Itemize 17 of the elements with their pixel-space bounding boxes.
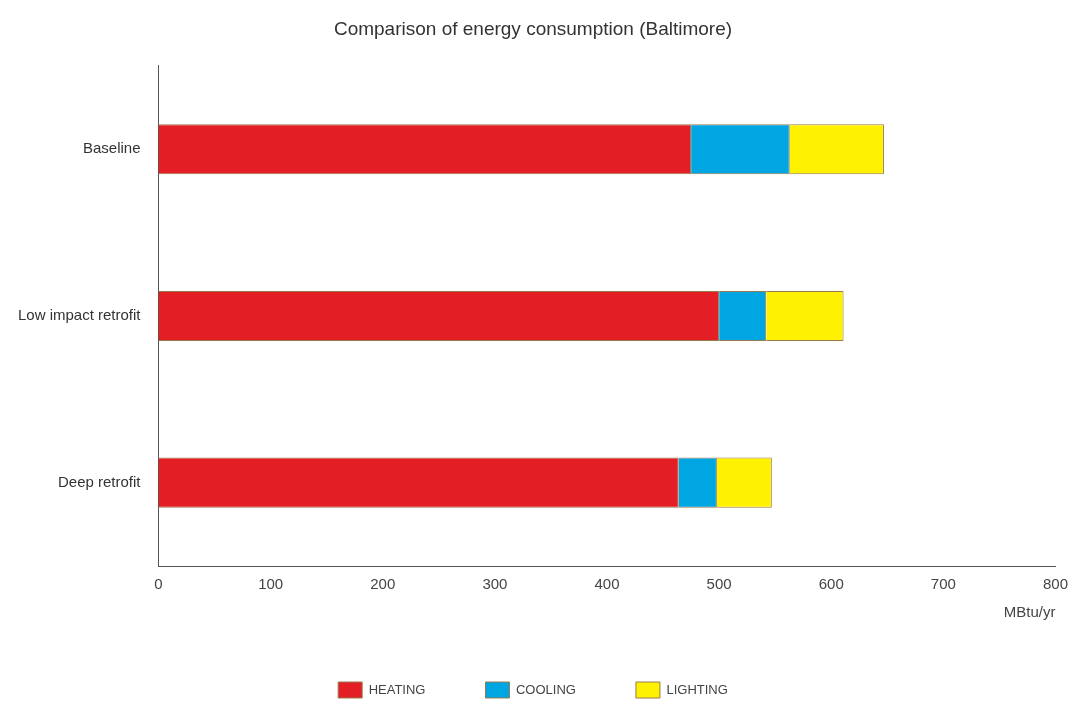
x-tick-label: 200 (370, 575, 396, 593)
x-tick-label: 400 (594, 575, 620, 593)
chart-title: Comparison of energy consumption (Baltimore) (333, 17, 733, 39)
x-tick-label: 700 (930, 575, 956, 593)
y-tick-label: Low impact retrofit (17, 306, 142, 324)
x-tick-label: 800 (1042, 575, 1068, 593)
x-tick-label: 500 (706, 575, 732, 593)
legend-label: COOLING (515, 681, 576, 697)
x-tick-label: 300 (482, 575, 508, 593)
x-tick-label: 600 (818, 575, 844, 593)
y-tick-label: Baseline (82, 139, 141, 157)
legend-label: LIGHTING (666, 681, 728, 697)
x-tick-label: 100 (258, 575, 284, 593)
x-tick-label: 0 (154, 575, 163, 593)
y-tick-label: Deep retrofit (57, 472, 142, 490)
legend-label: HEATING (368, 681, 426, 697)
x-axis-title: MBtu/yr (1003, 603, 1056, 621)
